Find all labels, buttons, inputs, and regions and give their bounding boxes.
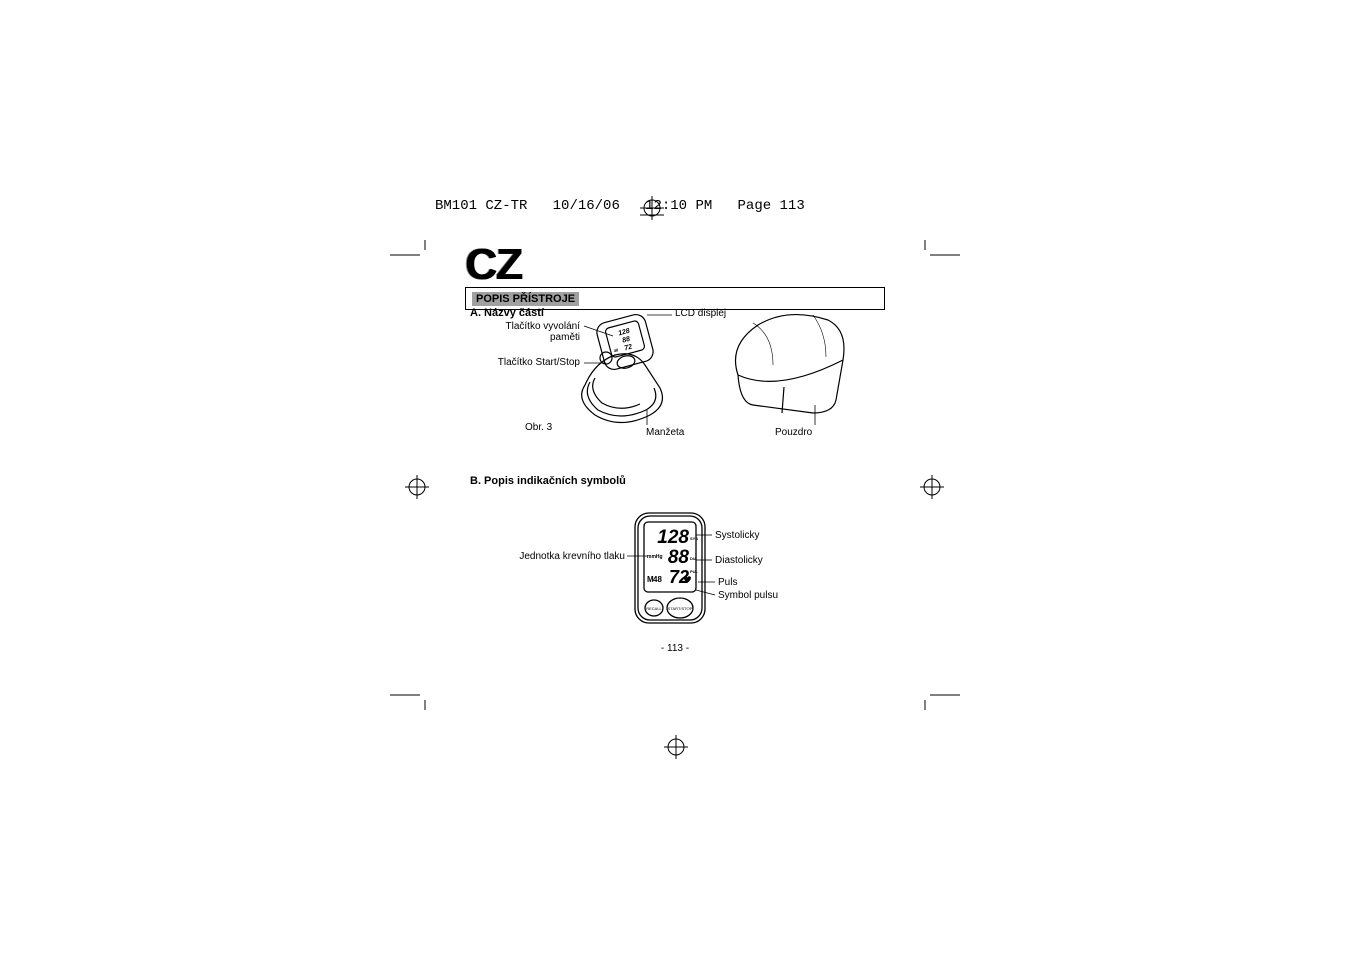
crop-mark-tr (920, 240, 960, 270)
device-wrist-drawing: 128 88 72 48 (570, 310, 690, 430)
section-b-heading: B. Popis indikačních symbolů (470, 475, 626, 487)
page-content: CZ POPIS PŘÍSTROJE A. Názvy částí Tlačít… (430, 195, 920, 755)
label-unit: Jednotka krevního tlaku (485, 551, 625, 562)
page-number: - 113 - (430, 643, 920, 654)
svg-text:DIA: DIA (690, 556, 697, 561)
reg-target-right (920, 475, 944, 499)
display-mmhg: mmHg (647, 554, 663, 560)
svg-text:48: 48 (612, 347, 619, 353)
display-dia: 88 (668, 547, 690, 568)
crop-mark-bl (390, 680, 430, 710)
recall-button-label: RECALL (646, 606, 662, 611)
section-title: POPIS PŘÍSTROJE (472, 292, 579, 306)
reg-target-left (405, 475, 429, 499)
svg-text:SYS: SYS (690, 536, 698, 541)
svg-text:72: 72 (624, 344, 633, 353)
startstop-button-label: START/STOP (668, 606, 693, 611)
display-mem: 48 (653, 575, 662, 584)
display-sys: 128 (657, 527, 689, 548)
crop-mark-tl (390, 240, 430, 270)
svg-text:PUL: PUL (690, 569, 699, 574)
crop-mark-br (920, 680, 960, 710)
language-code: CZ (465, 240, 522, 290)
case-drawing (718, 305, 858, 425)
device-front-drawing: 128 88 72 M 48 mmHg SYS DIA PUL RECALL S… (630, 510, 710, 630)
